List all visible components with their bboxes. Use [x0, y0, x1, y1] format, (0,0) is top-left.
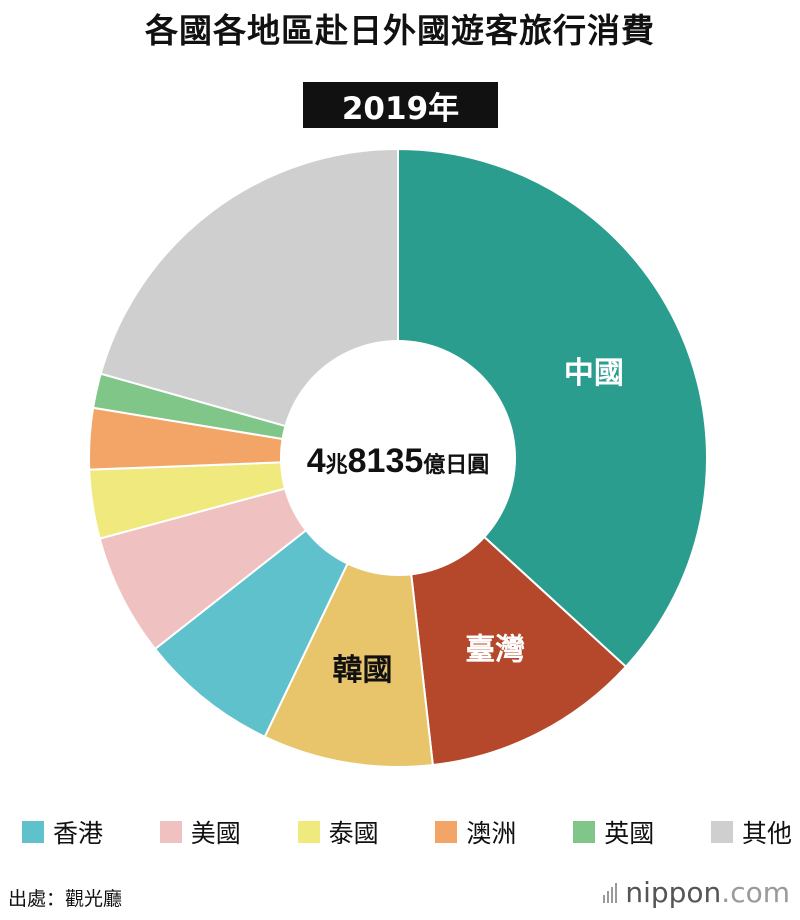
slice-label-2: 臺灣: [465, 633, 525, 668]
center-unit1: 兆: [326, 452, 348, 477]
legend-label-5: 英國: [604, 819, 655, 848]
legend-swatch-1: [22, 821, 44, 843]
legend-swatch-6: [710, 821, 733, 843]
chart-title: 各國各地區赴日外國遊客旅行消費: [145, 11, 655, 50]
legend-item-5: 英國: [573, 814, 654, 850]
legend-item-3: 泰國: [297, 814, 379, 850]
legend-label-6: 其他: [741, 819, 792, 848]
legend-label-3: 泰國: [328, 819, 379, 848]
legend-swatch-2: [159, 821, 182, 843]
legend-item-1: 香港: [22, 814, 103, 850]
brand-logo: nippon .com: [603, 876, 790, 909]
center-unit2: 億日圓: [423, 452, 489, 477]
legend: 香港 美國 泰國 澳洲 英國 其他: [22, 812, 792, 852]
center-num1: 4: [307, 442, 326, 480]
year-badge: 2019年: [303, 82, 498, 128]
slice-label-3: 韓國: [333, 653, 393, 688]
legend-label-2: 美國: [190, 819, 241, 848]
brand-suffix: .com: [721, 876, 790, 909]
source-note: 出處：觀光廳: [8, 888, 123, 910]
slice-1: [397, 147, 708, 669]
legend-label-1: 香港: [53, 819, 104, 848]
center-num2: 8135: [348, 442, 424, 480]
center-total-label: 4兆8135億日圓: [307, 442, 490, 480]
legend-item-6: 其他: [710, 814, 792, 850]
legend-item-4: 澳洲: [435, 814, 516, 850]
donut-hole: [280, 340, 516, 576]
slice-label-1: 中國: [564, 356, 624, 391]
legend-swatch-4: [435, 821, 458, 843]
legend-label-4: 澳洲: [466, 819, 517, 848]
brand-name: nippon: [625, 876, 722, 909]
legend-item-2: 美國: [159, 814, 241, 850]
legend-swatch-3: [297, 821, 320, 843]
brand-bars-icon: [603, 882, 619, 903]
legend-swatch-5: [573, 821, 596, 843]
